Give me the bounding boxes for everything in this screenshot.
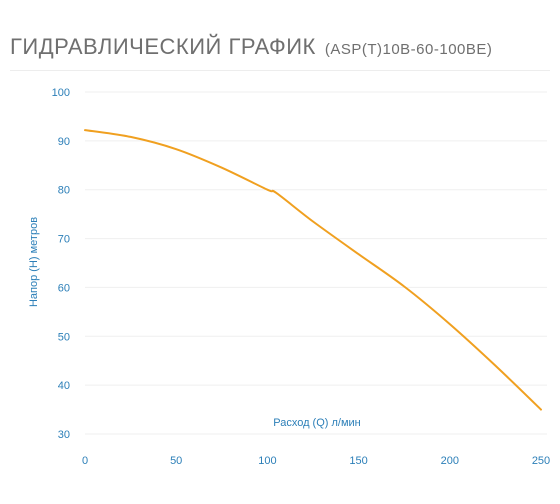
y-tick-100: 100 — [52, 87, 70, 99]
y-tick-90: 90 — [58, 136, 70, 148]
x-tick-250: 250 — [532, 455, 550, 467]
y-tick-40: 40 — [58, 380, 70, 392]
y-tick-80: 80 — [58, 185, 70, 197]
chart-title-main: ГИДРАВЛИЧЕСКИЙ ГРАФИК — [10, 34, 316, 59]
y-tick-70: 70 — [58, 234, 70, 246]
y-tick-30: 30 — [58, 429, 70, 441]
x-tick-labels: 0 50 100 150 200 250 — [82, 455, 550, 467]
x-tick-0: 0 — [82, 455, 88, 467]
title-divider — [10, 70, 550, 71]
y-tick-labels: 30 40 50 60 70 80 90 100 — [52, 87, 70, 441]
y-axis-label: Напор (Н) метров — [28, 217, 40, 307]
series-group — [84, 129, 542, 411]
chart-title: ГИДРАВЛИЧЕСКИЙ ГРАФИК (ASP(T)10B-60-100B… — [10, 34, 492, 60]
y-tick-60: 60 — [58, 282, 70, 294]
x-tick-200: 200 — [441, 455, 459, 467]
grid-lines — [85, 91, 547, 435]
x-axis-label: Расход (Q) л/мин — [273, 417, 361, 429]
chart-title-model: (ASP(T)10B-60-100BE) — [324, 41, 493, 58]
y-tick-50: 50 — [58, 331, 70, 343]
series-line-0 — [84, 129, 542, 411]
x-tick-50: 50 — [170, 455, 182, 467]
x-tick-150: 150 — [349, 455, 367, 467]
x-tick-100: 100 — [258, 455, 276, 467]
